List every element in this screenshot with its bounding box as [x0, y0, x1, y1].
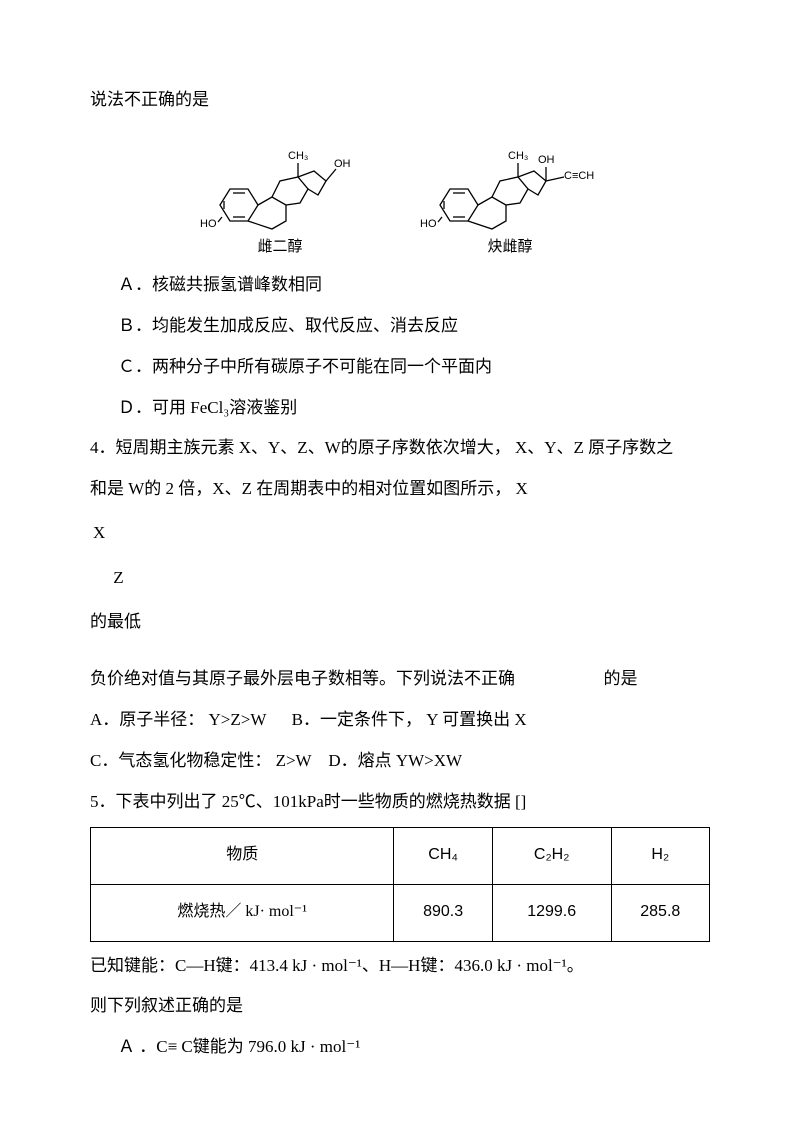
q4-options-cd: C．气态氢化物稳定性： Z>W D．熔点 YW>XW [90, 741, 710, 782]
header-c2h2: C₂H₂ [492, 827, 611, 884]
row-label: 燃烧热／ kJ· mol⁻¹ [91, 884, 394, 941]
q5-then: 则下列叙述正确的是 [90, 986, 710, 1027]
label-cch: C≡CH [564, 170, 594, 182]
label-ch3-r: CH₃ [508, 150, 528, 162]
combustion-table: 物质 CH₄ C₂H₂ H₂ 燃烧热／ kJ· mol⁻¹ 890.3 1299… [90, 827, 710, 942]
q5-known: 已知键能：C—H键：413.4 kJ · mol⁻¹、H—H键：436.0 kJ… [90, 946, 710, 987]
cell-x: X [92, 512, 106, 555]
option-b: Ｂ．均能发生加成反应、取代反应、消去反应 [90, 306, 710, 347]
label-ho: HO [200, 218, 217, 230]
caption-right: 炔雌醇 [420, 239, 600, 256]
q4-l2a: 和是 W的 2 倍，X、Z 在周期表中的相对位置如图所示， X [90, 479, 528, 498]
q4-line2: 和是 W的 2 倍，X、Z 在周期表中的相对位置如图所示， X [90, 469, 710, 510]
q4-opt-c: C．气态氢化物稳定性： Z>W [90, 751, 311, 770]
label-ch3: CH₃ [288, 150, 308, 162]
q4-options-ab: A．原子半径： Y>Z>W B．一定条件下， Y 可置换出 X [90, 700, 710, 741]
table-row: 物质 CH₄ C₂H₂ H₂ [91, 827, 710, 884]
label-ho-r: HO [420, 218, 437, 230]
chemical-structures: CH₃ OH HO 雌二醇 CH₃ OH C≡CH HO [90, 127, 710, 256]
ethinylestradiol-svg: CH₃ OH C≡CH HO [420, 127, 600, 237]
val-ch4: 890.3 [394, 884, 492, 941]
q4-line3: 负价绝对值与其原子最外层电子数相等。下列说法不正确 的是 [90, 659, 710, 700]
header-h2: H₂ [611, 827, 709, 884]
q4-opt-d: D．熔点 YW>XW [328, 751, 462, 770]
option-c: Ｃ．两种分子中所有碳原子不可能在同一个平面内 [90, 347, 710, 388]
q4-line1: 4．短周期主族元素 X、Y、Z、W的原子序数依次增大， X、Y、Z 原子序数之 [90, 428, 710, 469]
q4-l3a: 负价绝对值与其原子最外层电子数相等。下列说法不正确 [90, 669, 515, 688]
cell-z: Z [112, 557, 124, 600]
figure-ethinylestradiol: CH₃ OH C≡CH HO 炔雌醇 [420, 127, 600, 256]
q4-opt-b: B．一定条件下， Y 可置换出 X [292, 710, 527, 729]
header-ch4: CH₄ [394, 827, 492, 884]
label-oh-top: OH [334, 158, 351, 170]
q4-l3b: 的是 [604, 669, 638, 688]
val-c2h2: 1299.6 [492, 884, 611, 941]
q4-opt-a: A．原子半径： Y>Z>W [90, 710, 266, 729]
estradiol-svg: CH₃ OH HO [200, 127, 360, 237]
q4-l2b: 的最低 [90, 612, 141, 631]
q5-text: 5．下表中列出了 25℃、101kPa时一些物质的燃烧热数据 [] [90, 782, 710, 823]
option-a: Ａ．核磁共振氢谱峰数相同 [90, 265, 710, 306]
option-d: Ｄ．可用 FeCl₃溶液鉴别 [90, 388, 710, 429]
label-oh-r: OH [538, 154, 555, 166]
q5-opt-a: Ａ ．C≡ C键能为 796.0 kJ · mol⁻¹ [90, 1027, 710, 1068]
figure-estradiol: CH₃ OH HO 雌二醇 [200, 127, 360, 256]
header-substance: 物质 [91, 827, 394, 884]
caption-left: 雌二醇 [200, 239, 360, 256]
val-h2: 285.8 [611, 884, 709, 941]
intro-fragment: 说法不正确的是 [90, 80, 710, 121]
table-row: 燃烧热／ kJ· mol⁻¹ 890.3 1299.6 285.8 [91, 884, 710, 941]
